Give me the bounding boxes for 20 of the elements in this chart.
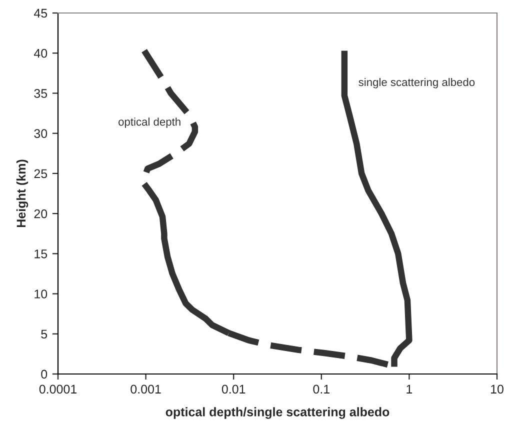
y-tick-label: 0	[41, 370, 48, 379]
y-tick-label: 10	[34, 290, 48, 298]
y-tick-label: 15	[34, 250, 48, 258]
x-tick-label: 0.001	[130, 384, 161, 394]
y-tick-label: 45	[34, 8, 48, 18]
series-label: optical depth	[118, 118, 180, 128]
x-tick-label: 0.01	[222, 384, 246, 394]
x-axis-title: optical depth/single scattering albedo	[166, 407, 390, 419]
x-tick-label: 10	[491, 384, 504, 394]
y-tick-label: 25	[34, 169, 48, 178]
series-label: single scattering albedo	[358, 78, 475, 88]
y-tick-label: 5	[41, 330, 48, 339]
y-tick-label: 30	[34, 129, 48, 138]
x-tick-label: 0.0001	[39, 384, 77, 394]
x-tick-label: 1	[406, 384, 412, 394]
y-tick-label: 35	[34, 89, 48, 98]
x-tick-label: 0.1	[313, 384, 330, 394]
y-axis-title: Height (km)	[16, 160, 28, 228]
y-tick-label: 40	[34, 48, 48, 58]
y-tick-label: 20	[34, 209, 48, 218]
